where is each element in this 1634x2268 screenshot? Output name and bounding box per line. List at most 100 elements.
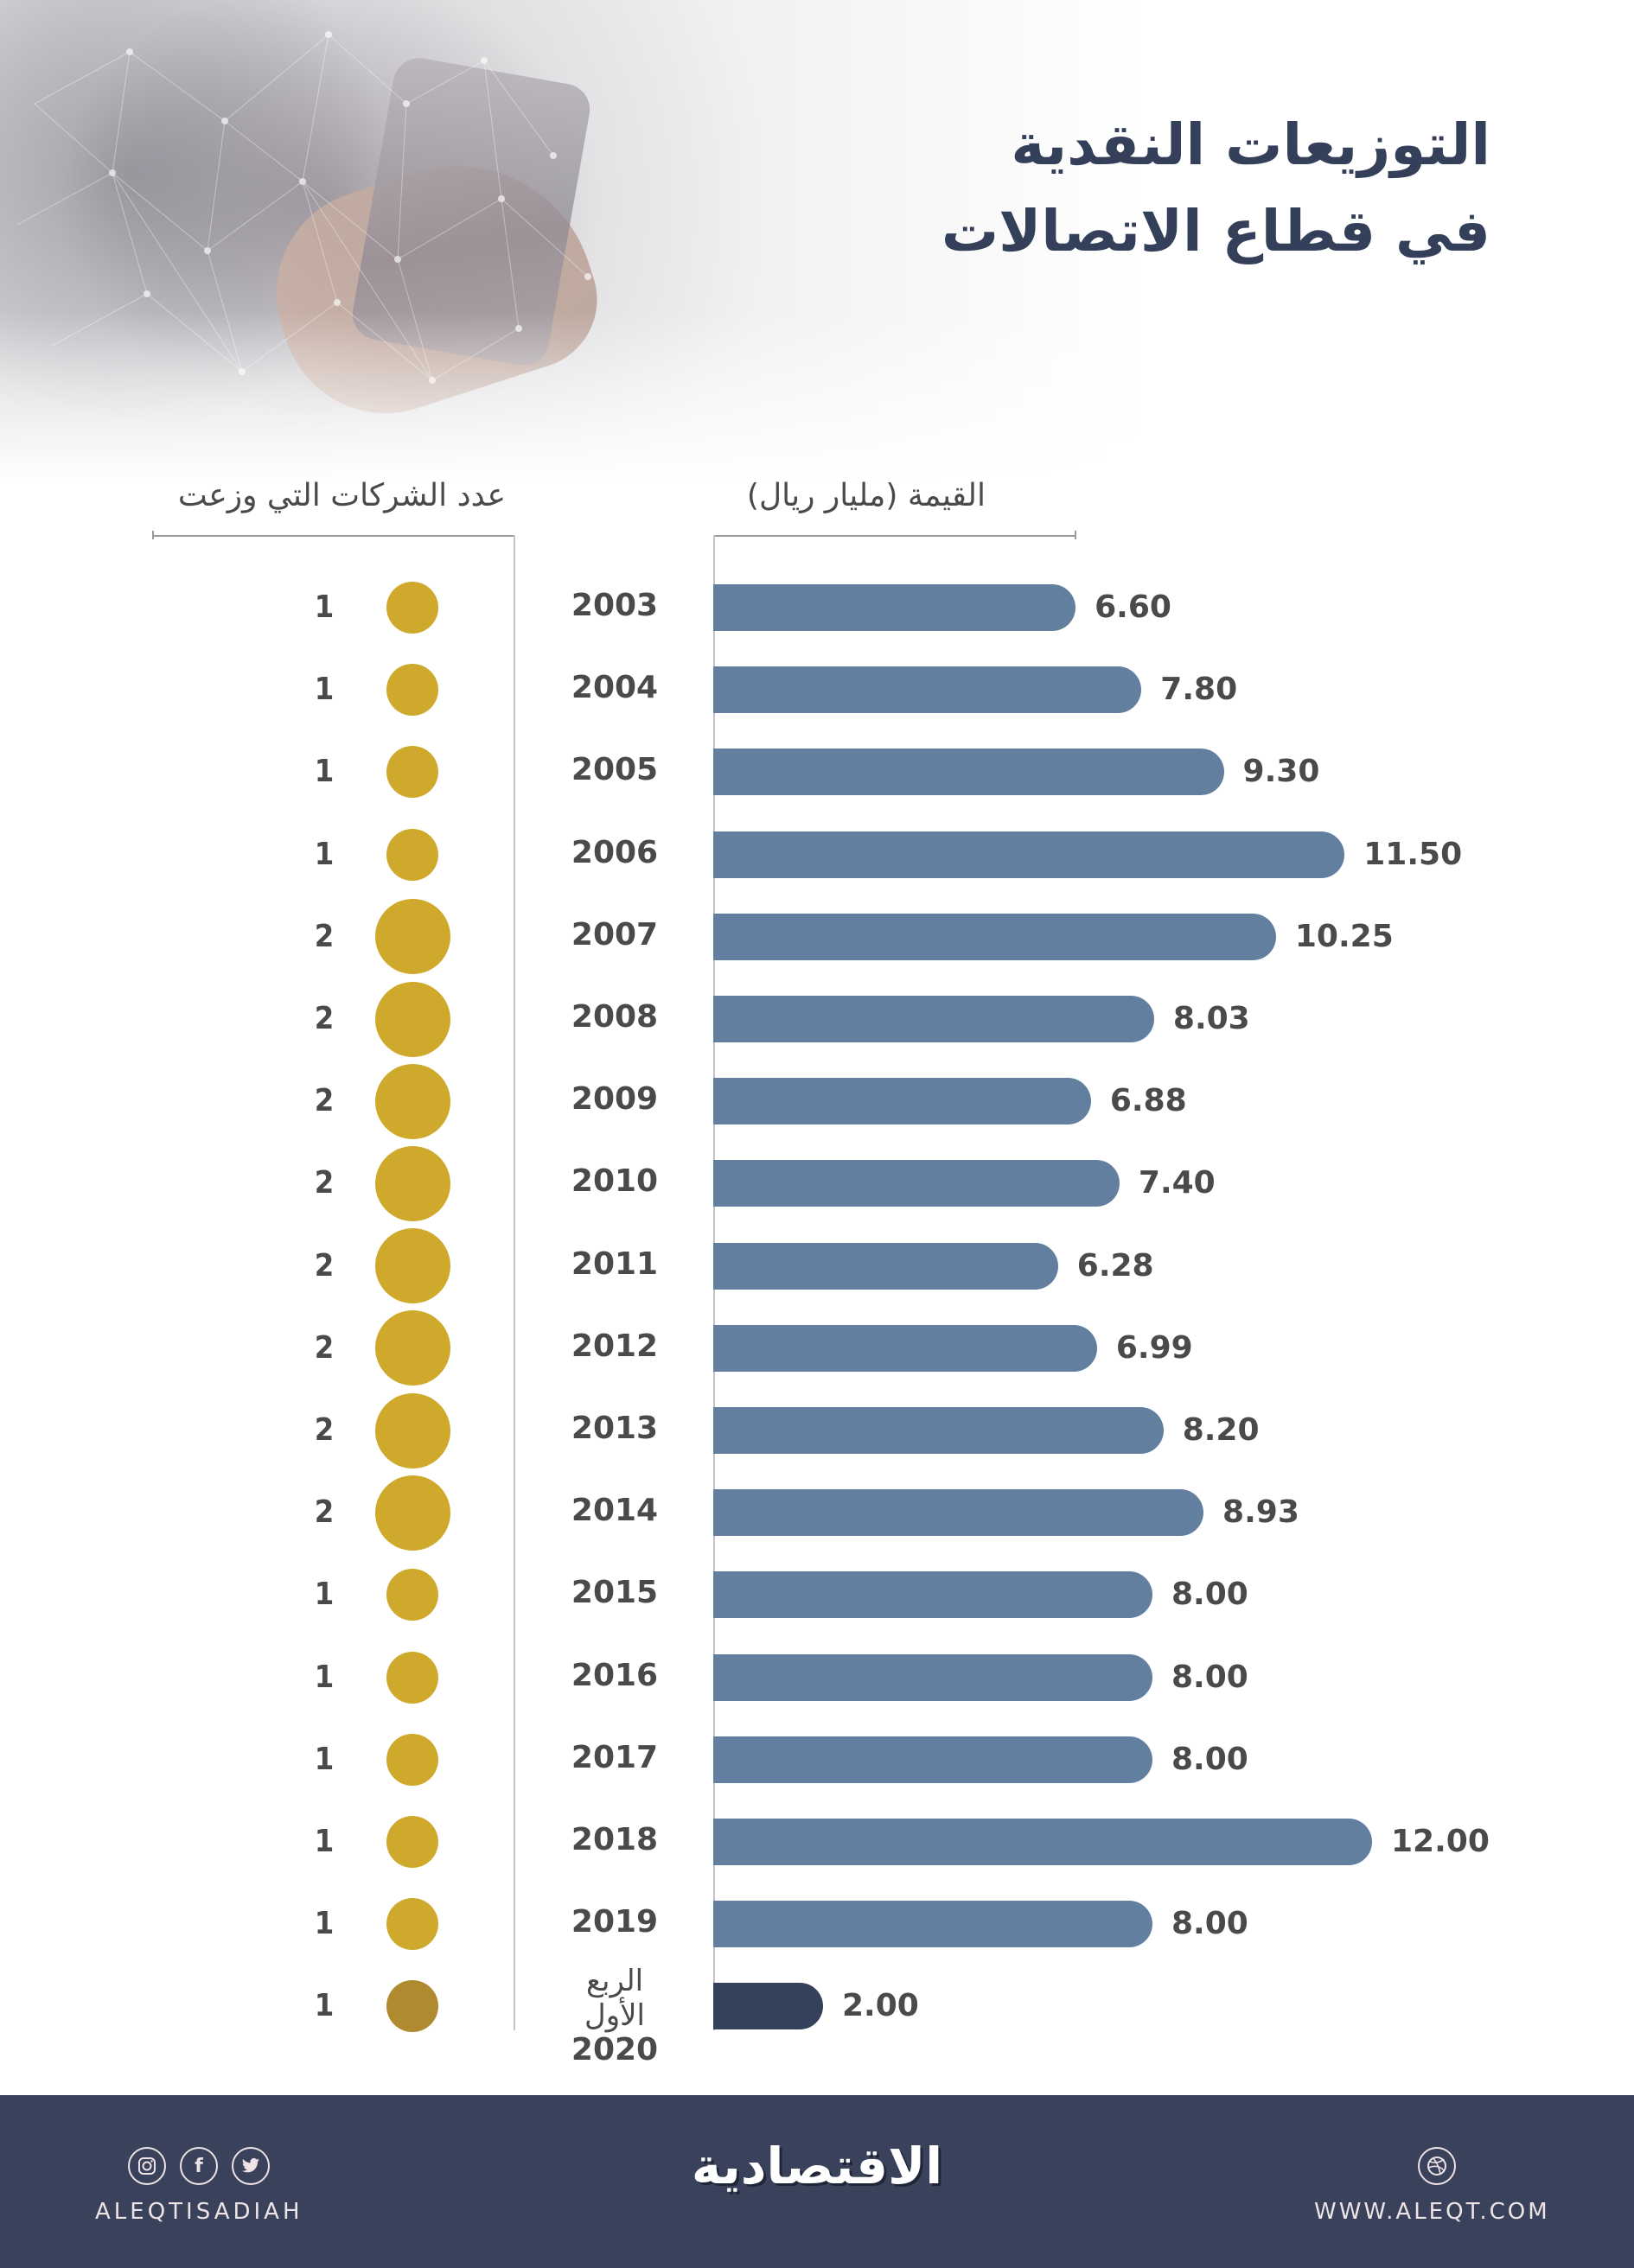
footer: f ALEQTISADIAH الاقتصادية WWW.ALEQT.COM <box>0 2095 1634 2268</box>
company-count-bubble <box>386 1733 438 1786</box>
company-count: 2 <box>314 1083 335 1119</box>
year-label: 2004 <box>571 670 659 706</box>
company-count-bubble <box>386 1816 438 1868</box>
year-label: 2013 <box>571 1411 659 1446</box>
value-bar <box>713 1324 1097 1372</box>
company-count-bubble <box>386 664 438 717</box>
value-bar <box>713 1736 1152 1783</box>
value-bar <box>713 584 1076 631</box>
year-label: 2016 <box>571 1657 659 1693</box>
value-label: 8.00 <box>1171 1741 1248 1777</box>
company-count: 2 <box>314 1494 335 1531</box>
company-count-bubble <box>374 1310 450 1386</box>
company-count: 2 <box>314 1329 335 1366</box>
value-bar <box>713 1489 1204 1537</box>
year-label: 2010 <box>571 1163 659 1200</box>
companies-divider <box>514 535 515 2030</box>
company-count-bubble <box>386 828 438 881</box>
value-label: 8.20 <box>1182 1412 1260 1448</box>
page-title: التوزيعات النقدية في قطاع الاتصالات <box>941 102 1490 275</box>
social-links: f <box>128 2147 270 2185</box>
value-label: 10.25 <box>1294 918 1394 954</box>
company-count-bubble <box>374 1228 450 1304</box>
value-label: 6.88 <box>1109 1083 1187 1119</box>
year-label: 2014 <box>571 1493 659 1529</box>
year-label: 2018 <box>571 1822 659 1857</box>
company-count: 1 <box>314 1906 335 1942</box>
company-count: 1 <box>314 589 335 625</box>
company-count: 1 <box>314 1659 335 1695</box>
chart-row: 2 2007 10.25 <box>0 898 1634 976</box>
value-label: 12.00 <box>1391 1824 1490 1859</box>
year-label: 2015 <box>571 1575 659 1611</box>
value-bar <box>713 1078 1091 1125</box>
chart-row: 1 2003 6.60 <box>0 569 1634 647</box>
year-label: 2003 <box>571 588 659 623</box>
year-label: 2008 <box>571 999 659 1035</box>
network-pattern <box>16 31 591 384</box>
company-count-bubble <box>374 1145 450 1221</box>
companies-axis-line <box>152 535 515 537</box>
company-count: 2 <box>314 1001 335 1036</box>
value-label: 6.28 <box>1076 1247 1154 1284</box>
year-label: 2011 <box>571 1245 659 1282</box>
value-bar <box>713 1653 1152 1701</box>
period-label: الربع الأول <box>584 1964 645 2034</box>
chart-row: 1 2004 7.80 <box>0 651 1634 729</box>
dribbble-icon[interactable] <box>1418 2147 1456 2185</box>
chart-row: 1 2005 9.30 <box>0 733 1634 811</box>
company-count: 1 <box>314 836 335 872</box>
year-label: 2009 <box>571 1081 659 1118</box>
value-label: 7.80 <box>1160 672 1238 708</box>
value-bar <box>713 1407 1164 1454</box>
year-label: الربع الأول 2020 <box>553 1964 676 2067</box>
value-label: 2.00 <box>842 1988 919 2024</box>
company-count-bubble <box>374 1475 450 1551</box>
company-count-bubble <box>374 1063 450 1139</box>
chart-row: 1 2006 11.50 <box>0 816 1634 894</box>
company-count: 2 <box>314 918 335 954</box>
year-label: 2006 <box>571 834 659 870</box>
chart-row: 2 2011 6.28 <box>0 1227 1634 1305</box>
value-bar <box>713 1819 1372 1865</box>
value-bar <box>713 749 1224 796</box>
company-count: 1 <box>314 754 335 790</box>
chart-row: 1 2016 8.00 <box>0 1639 1634 1717</box>
facebook-icon[interactable]: f <box>180 2147 218 2185</box>
value-bar <box>713 1242 1058 1290</box>
value-label: 9.30 <box>1242 754 1320 790</box>
brand-logo: الاقتصادية <box>691 2137 943 2195</box>
chart-row: 2 2013 8.20 <box>0 1392 1634 1469</box>
value-label: 7.40 <box>1138 1165 1216 1201</box>
company-count-bubble <box>386 1651 438 1704</box>
company-count: 1 <box>314 672 335 708</box>
chart-row: 2 2008 8.03 <box>0 980 1634 1058</box>
value-bar <box>713 1983 823 2030</box>
company-count-bubble <box>386 1980 438 2033</box>
year-label: 2005 <box>571 752 659 788</box>
chart-row: 2 2012 6.99 <box>0 1309 1634 1387</box>
title-line-1: التوزيعات النقدية <box>1011 111 1490 178</box>
company-count-bubble <box>374 981 450 1057</box>
year-label: 2019 <box>571 1904 659 1940</box>
axis-tick <box>152 531 154 539</box>
company-count-bubble <box>386 1569 438 1621</box>
value-bar <box>713 913 1276 960</box>
twitter-icon[interactable] <box>232 2147 270 2185</box>
chart-row: 1 2019 8.00 <box>0 1885 1634 1963</box>
instagram-icon[interactable] <box>128 2147 166 2185</box>
company-count: 2 <box>314 1247 335 1284</box>
chart-row: 1 2017 8.00 <box>0 1721 1634 1799</box>
value-column-header: القيمة (مليار ريال) <box>746 478 986 513</box>
value-bar <box>713 996 1154 1042</box>
chart-row: 1 2015 8.00 <box>0 1556 1634 1634</box>
chart-row: 1 2018 12.00 <box>0 1803 1634 1881</box>
value-bar <box>713 1571 1152 1619</box>
website-link[interactable]: WWW.ALEQT.COM <box>1314 2199 1550 2225</box>
company-count: 2 <box>314 1412 335 1448</box>
social-handle[interactable]: ALEQTISADIAH <box>95 2199 303 2225</box>
company-count: 1 <box>314 1988 335 2024</box>
value-axis-line <box>713 535 1076 537</box>
value-label: 6.99 <box>1115 1329 1193 1366</box>
company-count: 1 <box>314 1577 335 1613</box>
